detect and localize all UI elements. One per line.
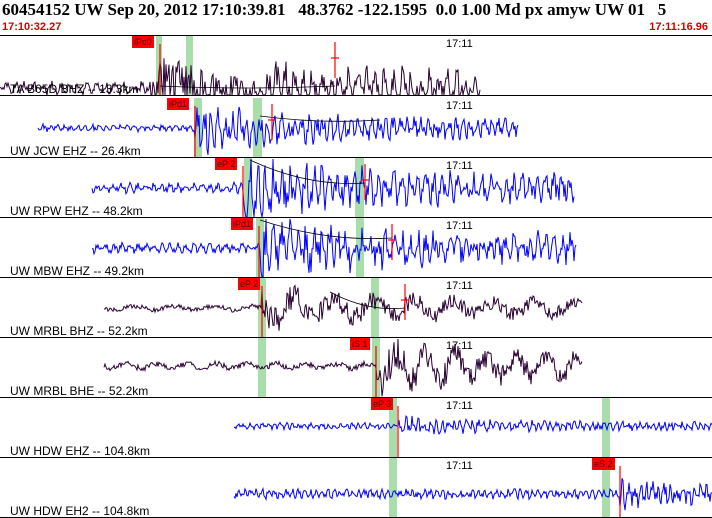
pick-label[interactable]: eP 3: [371, 398, 394, 410]
channel-label: UW HDW EH2 -- 104.8km: [10, 504, 150, 518]
time-tick-label: 17:11: [446, 340, 473, 352]
waveform-plot: [37, 98, 519, 157]
phase-window-band: [602, 458, 610, 517]
channel-label: UW RPW EHZ -- 48.2km: [10, 204, 143, 218]
channel-panel[interactable]: 17:11 eS 2 UW HDW EH2 -- 104.8km: [0, 458, 712, 518]
channel-panel[interactable]: 17:11 iS 1 UW MRBL BHE -- 52.2km: [0, 338, 712, 398]
channel-panel[interactable]: 17:11 iPc0 TA B05D BHZ -- 13.3km: [0, 36, 712, 96]
channel-label: UW MRBL BHZ -- 52.2km: [10, 324, 148, 338]
coda-curve: [329, 291, 406, 309]
time-tick-label: 17:11: [446, 460, 473, 472]
phase-window-band: [194, 98, 202, 157]
window-start-time: 17:10:32.27: [2, 21, 62, 33]
time-tick-label: 17:11: [446, 160, 473, 172]
phase-window-band: [356, 218, 364, 277]
pick-label[interactable]: iS 1: [350, 338, 370, 350]
coda-curve: [159, 85, 336, 89]
phase-window-band: [253, 98, 262, 157]
pick-label[interactable]: iPd1: [231, 218, 254, 230]
waveform-trace: [103, 284, 583, 331]
event-title: 60454152 UW Sep 20, 2012 17:10:39.81 48.…: [2, 0, 667, 19]
pick-label[interactable]: eP 2: [238, 278, 261, 290]
waveform-plot: [103, 278, 583, 337]
channel-panel[interactable]: 17:11 eP 2 UW MRBL BHZ -- 52.2km: [0, 278, 712, 338]
waveform-trace: [91, 158, 575, 217]
channel-panel[interactable]: 17:11 iPd1 UW MBW EHZ -- 49.2km: [0, 218, 712, 278]
coda-curve: [259, 115, 381, 122]
channel-label: UW HDW EHZ -- 104.8km: [10, 444, 151, 458]
phase-window-band: [244, 158, 252, 217]
waveform-plot: [103, 338, 583, 397]
channel-label: UW MBW EHZ -- 49.2km: [10, 264, 144, 278]
waveform-trace: [103, 338, 583, 397]
coda-curve: [249, 159, 366, 184]
channel-panel[interactable]: 17:11 eP 3 UW HDW EHZ -- 104.8km: [0, 398, 712, 458]
time-tick-label: 17:11: [446, 280, 473, 292]
channel-panel[interactable]: 17:11 iPd1 UW JCW EHZ -- 26.4km: [0, 98, 712, 158]
time-tick-label: 17:11: [446, 400, 473, 412]
phase-window-band: [186, 36, 193, 95]
waveform-trace: [37, 106, 519, 155]
time-tick-label: 17:11: [446, 220, 473, 232]
phase-window-band: [389, 398, 397, 457]
channel-label: UW JCW EHZ -- 26.4km: [10, 144, 141, 158]
waveform-trace: [233, 414, 712, 435]
waveform-plot: [91, 158, 575, 217]
time-tick-label: 17:11: [446, 38, 473, 50]
window-end-time: 17:11:16.96: [649, 21, 708, 33]
coda-curve: [259, 219, 393, 240]
pick-label[interactable]: eP 2: [215, 158, 238, 170]
channel-panel[interactable]: 17:11 eP 2 UW RPW EHZ -- 48.2km: [0, 158, 712, 218]
waveform-trace: [91, 218, 577, 277]
channel-label: TA B05D BHZ -- 13.3km: [10, 82, 139, 96]
pick-label[interactable]: iPd1: [167, 98, 190, 110]
time-tick-label: 17:11: [446, 100, 473, 112]
pick-label[interactable]: iPc0: [132, 36, 154, 48]
header-divider: [0, 35, 712, 36]
waveform-trace: [233, 478, 712, 511]
phase-window-band: [389, 458, 397, 517]
channel-label: UW MRBL BHE -- 52.2km: [10, 384, 149, 398]
phase-window-band: [156, 36, 162, 95]
pick-label[interactable]: eS 2: [592, 458, 615, 470]
waveform-plot: [0, 36, 481, 95]
event-header: 60454152 UW Sep 20, 2012 17:10:39.81 48.…: [0, 0, 712, 36]
waveform-plot: [91, 218, 577, 277]
waveform-plot: [233, 398, 712, 457]
waveform-plot: [233, 458, 712, 517]
